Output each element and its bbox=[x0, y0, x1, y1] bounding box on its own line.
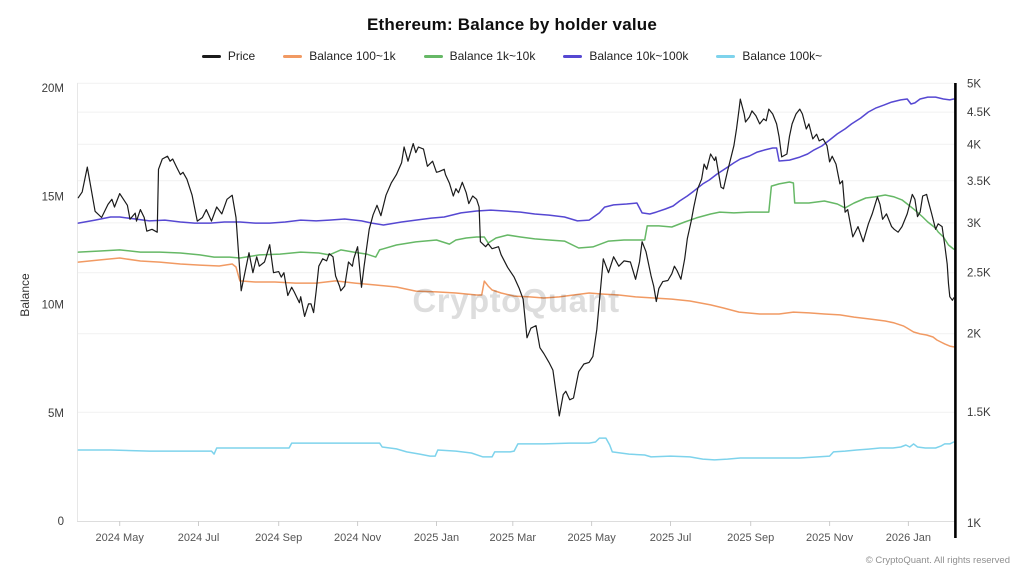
legend: Price Balance 100~1k Balance 1k~10k Balance… bbox=[0, 49, 1024, 63]
right-axis-tick-label: 4.5K bbox=[967, 107, 991, 119]
x-tick-label: 2024 May bbox=[96, 532, 145, 544]
right-axis-tick-label: 2.5K bbox=[967, 268, 991, 280]
balance-10k-100k-line bbox=[77, 96, 955, 226]
right-axis-tick-label: 1K bbox=[967, 518, 981, 530]
legend-item-balance-1k-10k[interactable]: Balance 1k~10k bbox=[423, 49, 536, 63]
chart-title: Ethereum: Balance by holder value bbox=[366, 15, 658, 34]
legend-item-balance-100k[interactable]: Balance 100k~ bbox=[716, 49, 822, 63]
legend-item-balance-100-1k[interactable]: Balance 100~1k bbox=[283, 49, 396, 63]
right-axis-tick-label: 4K bbox=[967, 139, 981, 151]
left-axis-tick-label: 15M bbox=[42, 191, 64, 203]
balance-1k-10k-line bbox=[77, 181, 955, 259]
legend-swatch-price bbox=[201, 54, 221, 58]
legend-swatch-balance-100-1k bbox=[283, 54, 303, 58]
left-axis-tick-label: 5M bbox=[48, 408, 64, 420]
x-tick-label: 2024 Sep bbox=[255, 532, 302, 544]
left-axis-tick-label: 20M bbox=[42, 83, 64, 95]
right-axis-tick-label: 1.5K bbox=[967, 407, 991, 419]
left-axis-tick-label: 0 bbox=[58, 516, 64, 528]
right-axis-tick-label: 2K bbox=[967, 329, 981, 341]
x-tick-label: 2025 Sep bbox=[727, 532, 774, 544]
copyright-notice: © CryptoQuant. All rights reserved bbox=[865, 555, 1010, 566]
price-line bbox=[77, 98, 955, 417]
legend-label: Balance 100k~ bbox=[742, 49, 823, 63]
right-axis-tick-label: 3K bbox=[967, 218, 981, 230]
legend-label: Balance 1k~10k bbox=[449, 49, 536, 63]
x-tick-label: 2025 Jan bbox=[414, 532, 459, 544]
legend-swatch-balance-100k bbox=[716, 54, 736, 58]
right-axis-tick-label: 3.5K bbox=[967, 176, 991, 188]
x-tick-label: 2025 Nov bbox=[806, 532, 854, 544]
left-axis-tick-label: 10M bbox=[42, 300, 64, 312]
x-tick-label: 2025 Jul bbox=[650, 532, 692, 544]
legend-item-price[interactable]: Price bbox=[201, 49, 256, 63]
balance-100-1k-line bbox=[77, 257, 955, 348]
x-tick-label: 2025 May bbox=[567, 532, 616, 544]
right-axis-tick-label: 5K bbox=[967, 78, 981, 90]
legend-label: Price bbox=[227, 49, 256, 63]
x-tick-label: 2024 Nov bbox=[334, 532, 382, 544]
legend-item-balance-10k-100k[interactable]: Balance 10k~100k bbox=[563, 49, 688, 63]
legend-label: Balance 100~1k bbox=[309, 49, 396, 63]
balance-100k-line bbox=[77, 437, 955, 461]
legend-swatch-balance-1k-10k bbox=[423, 54, 443, 58]
x-tick-label: 2024 Jul bbox=[178, 532, 220, 544]
legend-label: Balance 10k~100k bbox=[589, 49, 689, 63]
x-tick-label: 2025 Mar bbox=[490, 532, 537, 544]
x-tick-label: 2026 Jan bbox=[886, 532, 931, 544]
left-axis-title: Balance bbox=[18, 273, 32, 317]
legend-swatch-balance-10k-100k bbox=[563, 54, 583, 58]
